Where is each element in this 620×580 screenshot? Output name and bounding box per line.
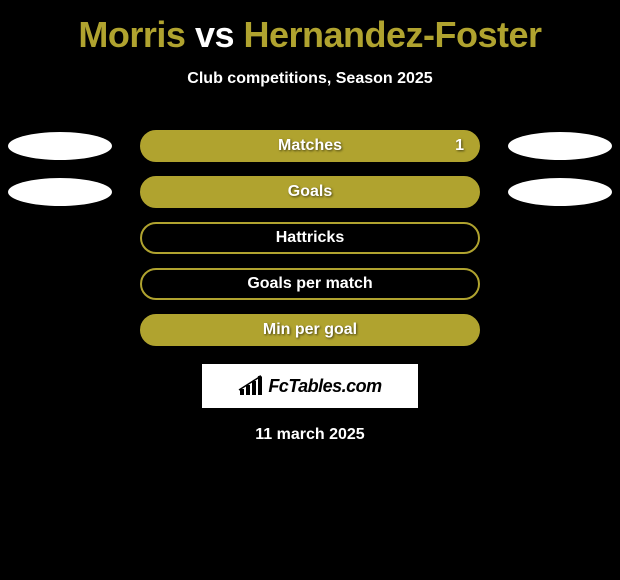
logo-box: FcTables.com bbox=[202, 364, 418, 408]
stat-bar: Goals per match bbox=[140, 268, 480, 300]
player2-name: Hernandez-Foster bbox=[244, 14, 542, 55]
stat-row: Matches1 bbox=[0, 130, 620, 162]
player1-name: Morris bbox=[78, 14, 185, 55]
stat-label: Goals bbox=[142, 183, 478, 201]
stat-bar: Goals bbox=[140, 176, 480, 208]
stats-area: Matches1 Goals Hattricks Goals per match Min… bbox=[0, 130, 620, 346]
subtitle: Club competitions, Season 2025 bbox=[187, 70, 432, 88]
stat-label: Goals per match bbox=[142, 275, 478, 293]
logo: FcTables.com bbox=[238, 375, 381, 397]
stat-row: Min per goal bbox=[0, 314, 620, 346]
vs-word: vs bbox=[195, 14, 234, 55]
bars-icon bbox=[238, 375, 264, 397]
stat-label: Min per goal bbox=[142, 321, 478, 339]
logo-text: FcTables.com bbox=[268, 376, 381, 397]
player1-marker bbox=[8, 178, 112, 206]
stat-row: Goals bbox=[0, 176, 620, 208]
page-title: Morris vs Hernandez-Foster bbox=[78, 14, 541, 56]
comparison-infographic: Morris vs Hernandez-Foster Club competit… bbox=[0, 0, 620, 444]
stat-label: Matches bbox=[142, 137, 478, 155]
stat-value-right: 1 bbox=[455, 137, 464, 155]
stat-label: Hattricks bbox=[142, 229, 478, 247]
player2-marker bbox=[508, 178, 612, 206]
player1-marker bbox=[8, 132, 112, 160]
date: 11 march 2025 bbox=[255, 426, 364, 444]
player2-marker bbox=[508, 132, 612, 160]
stat-bar: Min per goal bbox=[140, 314, 480, 346]
stat-bar: Hattricks bbox=[140, 222, 480, 254]
stat-row: Hattricks bbox=[0, 222, 620, 254]
stat-row: Goals per match bbox=[0, 268, 620, 300]
stat-bar: Matches1 bbox=[140, 130, 480, 162]
